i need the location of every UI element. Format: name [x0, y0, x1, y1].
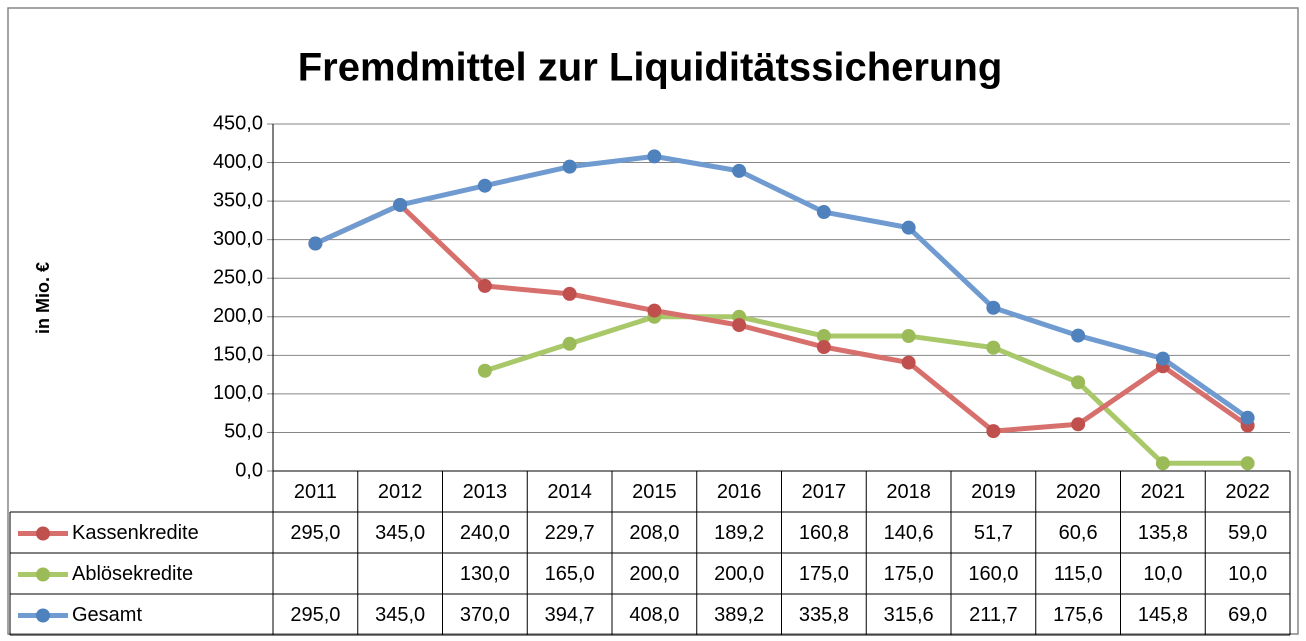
y-axis-label: in Mio. € [33, 262, 53, 334]
x-tick-label: 2022 [1225, 481, 1270, 503]
data-point [732, 163, 747, 178]
data-point [1071, 375, 1086, 390]
data-table-value: 10,0 [1228, 563, 1267, 585]
data-point [647, 149, 662, 164]
data-point [901, 220, 916, 235]
data-point [901, 329, 916, 344]
x-tick-label: 2013 [463, 481, 508, 503]
data-point [1071, 417, 1086, 432]
data-table-value: 51,7 [974, 522, 1013, 544]
data-point [477, 278, 492, 293]
data-point [901, 355, 916, 370]
legend-marker [36, 567, 50, 582]
data-table-value: 189,2 [714, 522, 764, 544]
data-table-value: 240,0 [460, 522, 510, 544]
data-table-value: 130,0 [460, 563, 510, 585]
x-tick-label: 2019 [971, 481, 1016, 503]
data-table-value: 69,0 [1228, 604, 1267, 626]
data-point [986, 340, 1001, 355]
x-tick-label: 2012 [378, 481, 423, 503]
data-table-value: 389,2 [714, 604, 764, 626]
data-table-value: 135,8 [1138, 522, 1188, 544]
x-tick-label: 2011 [294, 481, 337, 503]
data-table-value: 145,8 [1138, 604, 1188, 626]
x-tick-label: 2020 [1056, 481, 1101, 503]
legend-label: Gesamt [72, 604, 142, 626]
data-table-value: 229,7 [545, 522, 595, 544]
data-table-value: 345,0 [375, 522, 425, 544]
data-point [732, 318, 747, 333]
data-point [1155, 351, 1170, 366]
y-tick-label: 250,0 [213, 267, 263, 289]
series-line [484, 314, 1248, 466]
data-point [1240, 410, 1255, 425]
data-point [562, 159, 577, 174]
data-table-value: 211,7 [969, 604, 1018, 626]
data-point [816, 340, 831, 355]
data-table-value: 160,0 [968, 563, 1018, 585]
y-tick-label: 50,0 [224, 421, 263, 443]
data-table-value: 335,8 [799, 604, 849, 626]
data-point [986, 424, 1001, 439]
data-table-value: 165,0 [545, 563, 595, 585]
legend-label: Ablösekredite [72, 563, 193, 585]
data-table-value: 160,8 [799, 522, 849, 544]
series-line [314, 202, 1250, 434]
y-tick-label: 0,0 [235, 459, 263, 481]
data-point [816, 329, 831, 344]
data-table-value: 59,0 [1228, 522, 1267, 544]
y-tick-label: 300,0 [213, 228, 263, 250]
data-table-value: 315,6 [884, 604, 934, 626]
legend-marker [36, 608, 50, 623]
data-table-value: 140,6 [884, 522, 934, 544]
x-tick-label: 2014 [547, 481, 592, 503]
y-tick-label: 150,0 [213, 344, 263, 366]
data-point [1240, 456, 1255, 471]
data-point [308, 236, 323, 251]
data-table-value: 408,0 [629, 604, 679, 626]
y-tick-label: 350,0 [213, 189, 263, 211]
y-tick-label: 400,0 [213, 151, 263, 173]
data-point [393, 197, 408, 212]
chart-title: Fremdmittel zur Liquiditätssicherung [298, 46, 1003, 90]
legend-label: Kassenkredite [72, 522, 199, 544]
data-point [647, 303, 662, 318]
y-tick-label: 450,0 [213, 112, 263, 134]
data-point [477, 363, 492, 378]
x-tick-label: 2015 [632, 481, 677, 503]
data-table-value: 200,0 [714, 563, 764, 585]
data-table-value: 115,0 [1054, 563, 1103, 585]
data-table-value: 60,6 [1059, 522, 1098, 544]
data-table-value: 295,0 [290, 604, 340, 626]
x-tick-label: 2016 [717, 481, 762, 503]
legend-marker [36, 526, 50, 541]
data-table-value: 200,0 [629, 563, 679, 585]
data-table-value: 175,0 [884, 563, 934, 585]
data-point [562, 336, 577, 351]
data-table-value: 208,0 [629, 522, 679, 544]
data-point [477, 178, 492, 193]
y-tick-label: 200,0 [213, 305, 263, 327]
data-table-value: 10,0 [1143, 563, 1182, 585]
data-point [1155, 456, 1170, 471]
data-table-value: 175,6 [1053, 604, 1103, 626]
data-point [1071, 328, 1086, 343]
x-tick-label: 2018 [886, 481, 931, 503]
data-table-value: 345,0 [375, 604, 425, 626]
x-tick-label: 2021 [1141, 481, 1186, 503]
data-table-value: 394,7 [545, 604, 595, 626]
data-table-value: 175,0 [799, 563, 849, 585]
data-point [986, 300, 1001, 315]
data-point [562, 286, 577, 301]
data-table-value: 295,0 [290, 522, 340, 544]
data-point [816, 205, 831, 220]
series-line [314, 153, 1250, 420]
data-table-value: 370,0 [460, 604, 510, 626]
y-tick-label: 100,0 [213, 382, 263, 404]
x-tick-label: 2017 [802, 481, 847, 503]
